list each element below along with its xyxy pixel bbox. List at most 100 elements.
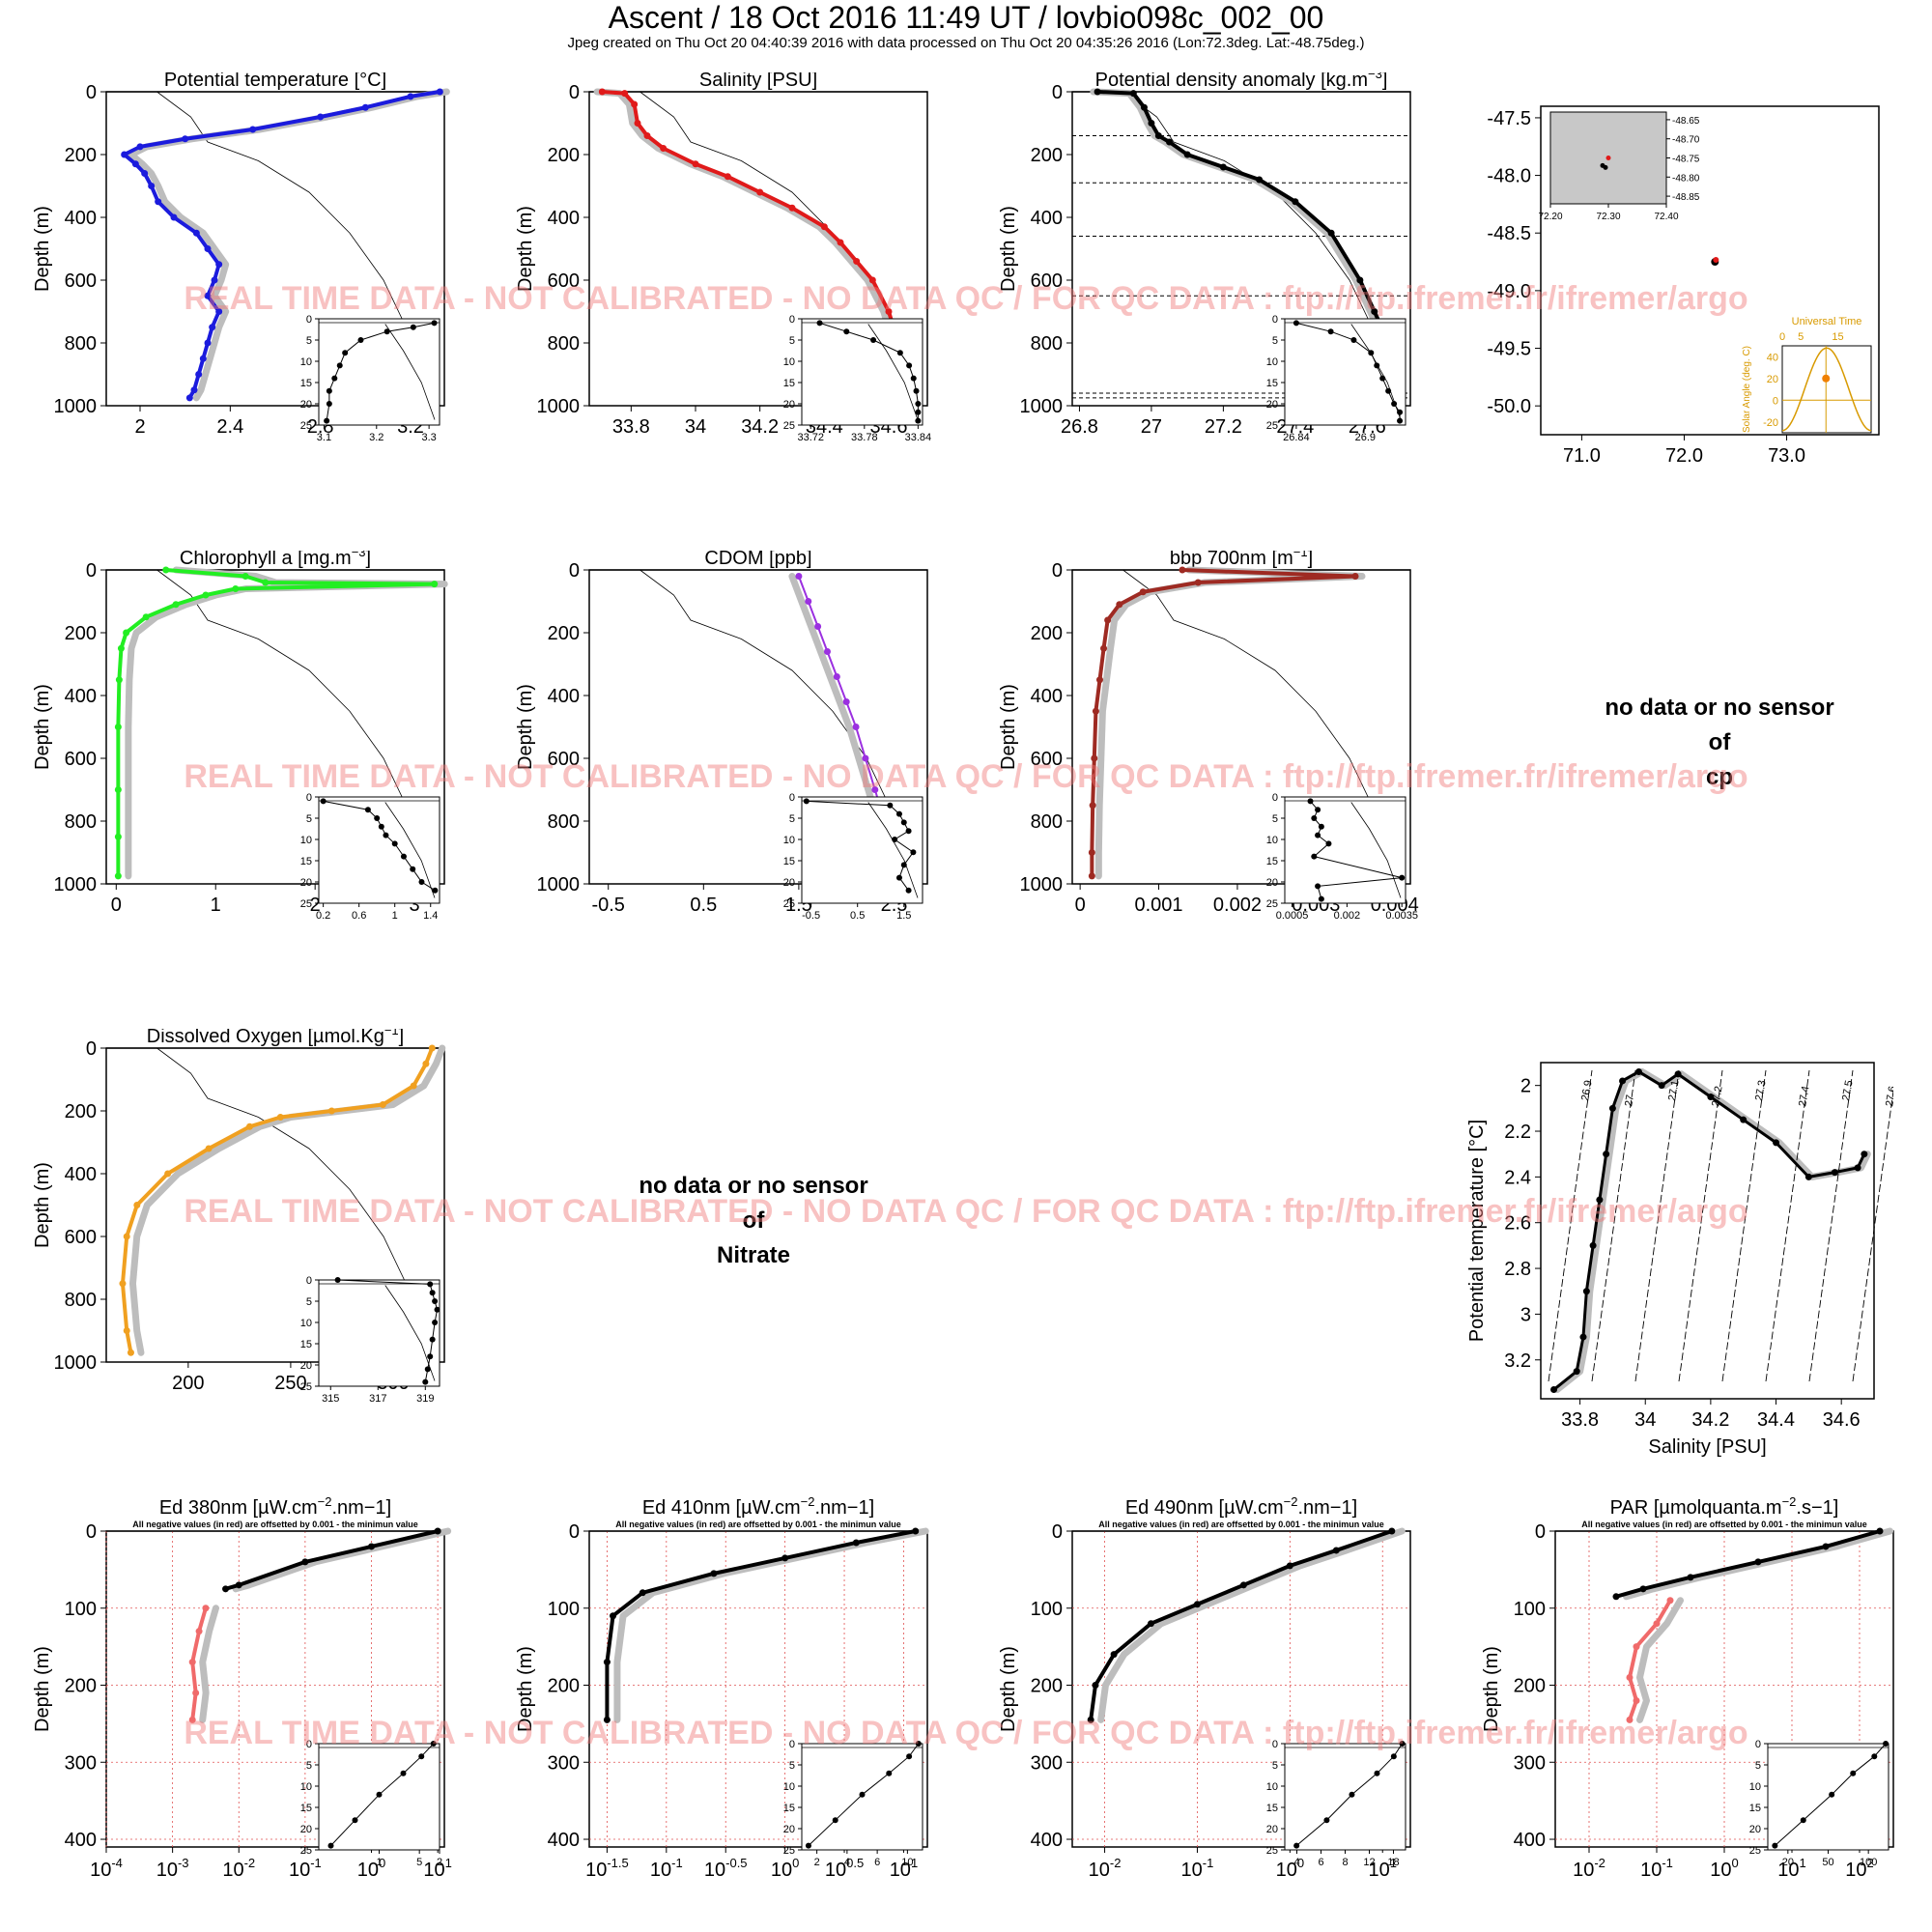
inset-point xyxy=(1350,337,1357,343)
y-tick-label: 3.2 xyxy=(1504,1350,1531,1372)
inset-y-tick-label: 20 xyxy=(300,1824,312,1835)
data-point xyxy=(205,1145,213,1152)
chart-ed410: Ed 410nm [µW.cm−2.nm−1]All negative valu… xyxy=(515,1494,929,1881)
y-tick-label: 2.6 xyxy=(1504,1213,1531,1235)
inset-y-tick-label: 0 xyxy=(1755,1739,1761,1750)
inset-point xyxy=(1307,798,1314,805)
data-point xyxy=(209,324,216,331)
previous-profile xyxy=(1553,1067,1871,1394)
inset-point xyxy=(374,815,381,821)
y-axis-label: Potential temperature [°C] xyxy=(1466,1120,1488,1342)
data-point xyxy=(1612,1593,1620,1601)
inset-point xyxy=(905,887,912,894)
no-data-cp: no data or no sensor of cp xyxy=(1575,691,1864,795)
data-point xyxy=(603,1716,611,1723)
inset-y-tick-label: 25 xyxy=(1266,420,1278,432)
inset-line xyxy=(326,322,435,421)
inset-point xyxy=(430,1741,437,1747)
inset-x-tick-label: 1.5 xyxy=(896,910,911,922)
y-tick-label: 2.4 xyxy=(1504,1167,1531,1188)
inset-point xyxy=(1323,1817,1330,1824)
sun-y-label: Solar Angle (deg. C) xyxy=(1742,346,1752,433)
inset-y-tick-label: 5 xyxy=(306,813,312,825)
data-point xyxy=(1193,1601,1201,1608)
data-point xyxy=(117,644,125,652)
x-tick-label: 0.001 xyxy=(1135,895,1183,916)
y-tick-label: 800 xyxy=(65,333,97,355)
previous-profile xyxy=(1636,1597,1684,1723)
data-point xyxy=(202,591,210,599)
y-tick-label: 200 xyxy=(65,1101,97,1122)
zoom-x-tick-label: 72.30 xyxy=(1596,212,1620,222)
inset-point xyxy=(915,401,922,407)
x-tick-label: 100 xyxy=(1710,1856,1738,1881)
inset-y-tick-label: 10 xyxy=(300,356,312,368)
x-tick-label: 100 xyxy=(1276,1856,1304,1881)
x-tick-label: 33.8 xyxy=(612,416,650,438)
y-tick-label: 100 xyxy=(548,1599,580,1620)
data-point xyxy=(1603,1151,1610,1158)
data-point xyxy=(276,1114,284,1121)
inset-point xyxy=(915,417,922,424)
previous-profile xyxy=(1623,1527,1893,1601)
inset-frame xyxy=(318,1279,440,1387)
inset-point xyxy=(1850,1770,1857,1776)
inset-point xyxy=(1772,1842,1778,1849)
isopycnal-line xyxy=(1548,1069,1593,1382)
y-tick-label: 400 xyxy=(1031,686,1063,707)
inset-y-tick-label: 5 xyxy=(306,335,312,347)
data-point xyxy=(1666,1597,1674,1605)
inset-point xyxy=(320,798,327,805)
zoom-y-tick-label: -48.80 xyxy=(1672,173,1700,184)
data-point xyxy=(1619,1077,1627,1085)
data-point xyxy=(833,673,840,680)
chart-oxy: Dissolved Oxygen [µmol.Kg−1]020040060080… xyxy=(32,1029,446,1405)
data-point xyxy=(368,1543,376,1550)
inset-y-tick-label: 10 xyxy=(300,1318,312,1329)
chart-ed380: Ed 380nm [µW.cm−2.nm−1]All negative valu… xyxy=(32,1494,452,1881)
reference-profile xyxy=(1122,569,1398,875)
isopycnal-line xyxy=(1721,1069,1767,1382)
inset-x-tick-label: 6 xyxy=(1318,1857,1323,1868)
data-point xyxy=(1148,120,1155,127)
inset-y-tick-label: 25 xyxy=(1266,1845,1278,1857)
inset-x-tick-label: 33.78 xyxy=(851,432,878,443)
y-tick-label: 400 xyxy=(1031,208,1063,229)
inset-x-tick-label: 10 xyxy=(901,1857,913,1868)
inset-point xyxy=(1829,1791,1835,1798)
inset-y-tick-label: 25 xyxy=(300,420,312,432)
data-point xyxy=(185,394,193,402)
data-point xyxy=(1104,616,1112,624)
y-tick-label: -47.5 xyxy=(1487,108,1531,129)
y-tick-label: 0 xyxy=(1535,1521,1546,1543)
inset-point xyxy=(429,1336,436,1343)
data-point xyxy=(1092,1682,1099,1690)
inset-point xyxy=(424,1366,431,1373)
no-data-nitrate: no data or no sensor of Nitrate xyxy=(609,1169,898,1273)
data-point xyxy=(852,1539,860,1547)
y-tick-label: 300 xyxy=(65,1752,97,1774)
y-tick-label: 800 xyxy=(1031,333,1063,355)
data-point xyxy=(222,1585,230,1593)
inset-point xyxy=(910,849,917,856)
previous-profile xyxy=(128,1044,446,1356)
data-point xyxy=(249,126,257,133)
x-tick-label: 10-3 xyxy=(156,1856,189,1881)
inset-point xyxy=(895,874,902,881)
inset-y-tick-label: 15 xyxy=(783,856,795,867)
data-point xyxy=(1371,308,1378,315)
inset-y-tick-label: 10 xyxy=(300,1781,312,1793)
data-point xyxy=(199,355,207,362)
sun-x-tick-label: 15 xyxy=(1832,331,1843,343)
inset-reference xyxy=(384,324,436,420)
inset-x-tick-label: 4 xyxy=(844,1857,850,1868)
zoom-y-tick-label: -48.75 xyxy=(1672,155,1700,165)
inset-x-tick-label: 5 xyxy=(416,1857,422,1868)
isopycnal-line xyxy=(1678,1069,1723,1382)
x-tick-label: 26.8 xyxy=(1061,416,1098,438)
data-point xyxy=(114,724,122,730)
float-position xyxy=(1713,257,1719,264)
data-point xyxy=(1292,198,1299,206)
isopycnal-label: 27.2 xyxy=(1710,1085,1725,1107)
data-point xyxy=(1634,1067,1642,1075)
